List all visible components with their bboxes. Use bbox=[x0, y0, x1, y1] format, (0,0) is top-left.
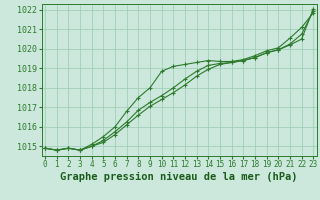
X-axis label: Graphe pression niveau de la mer (hPa): Graphe pression niveau de la mer (hPa) bbox=[60, 172, 298, 182]
